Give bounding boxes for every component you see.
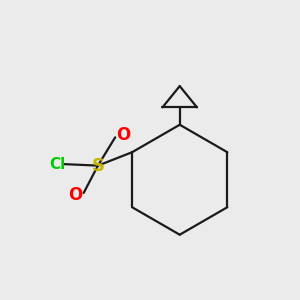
Text: Cl: Cl: [49, 157, 65, 172]
Text: S: S: [92, 157, 104, 175]
Text: O: O: [68, 186, 83, 204]
Text: O: O: [116, 126, 130, 144]
